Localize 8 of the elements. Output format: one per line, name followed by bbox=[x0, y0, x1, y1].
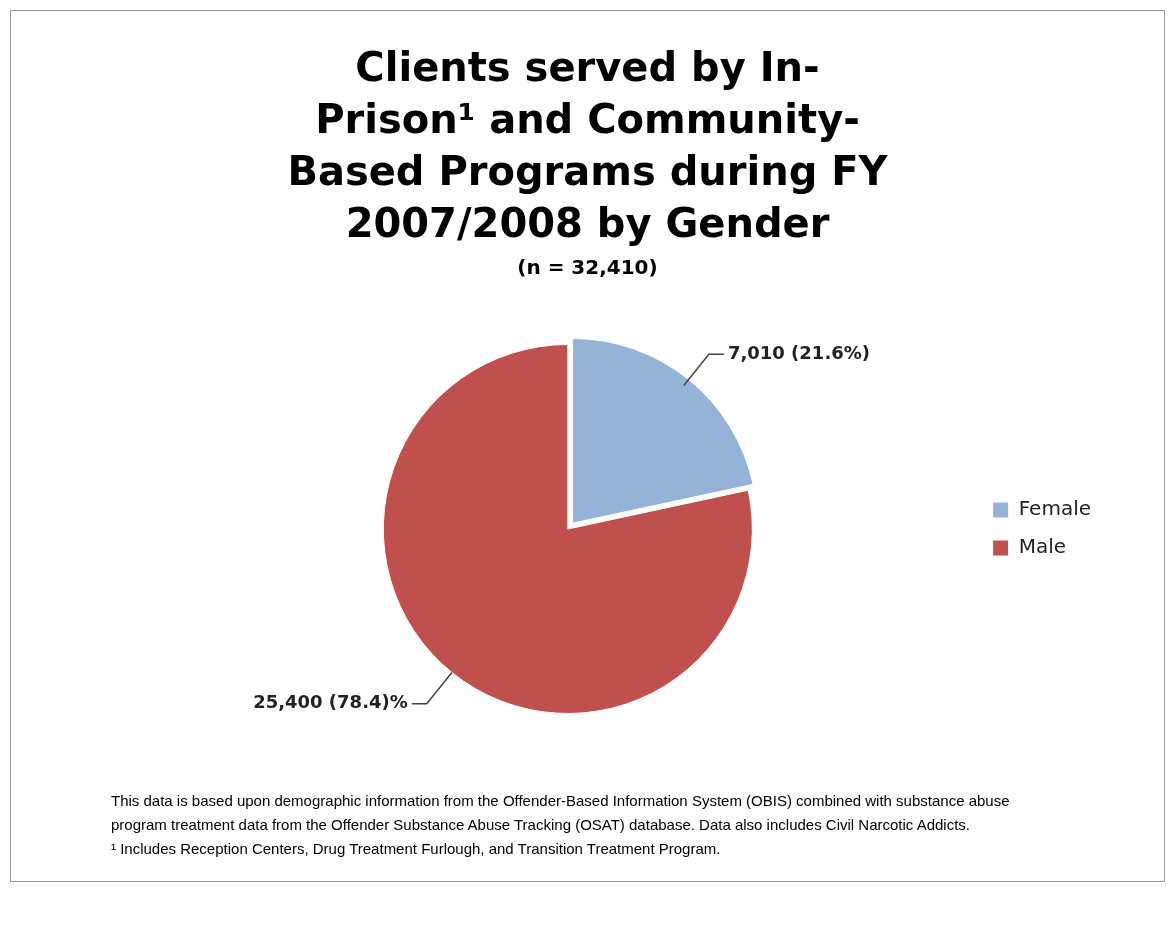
text: This data is based upon demographic information from the Offender-Based Information System (OBIS) combined with substance abuse program treatment data from the Offender Substance Abuse Tracking (OSAT) database. Data also includes Civil Narcotic Addicts. bbox=[111, 791, 1011, 835]
chart-subtitle: (n = 32,410) bbox=[516, 255, 659, 279]
data-label: 7,010 (21.6%) bbox=[727, 342, 871, 364]
data-label: 25,400 (78.4)% bbox=[253, 691, 408, 713]
text: ¹ Includes Reception Centers, Drug Treatment Furlough, and Transition Treatment Program. bbox=[111, 839, 722, 859]
legend-label: Male bbox=[1018, 534, 1067, 559]
chart-title: Clients served by In-Prison¹ and Community-Based Programs during FY 2007/2008 by Gender bbox=[286, 43, 889, 248]
legend-label: Female bbox=[1018, 496, 1092, 521]
